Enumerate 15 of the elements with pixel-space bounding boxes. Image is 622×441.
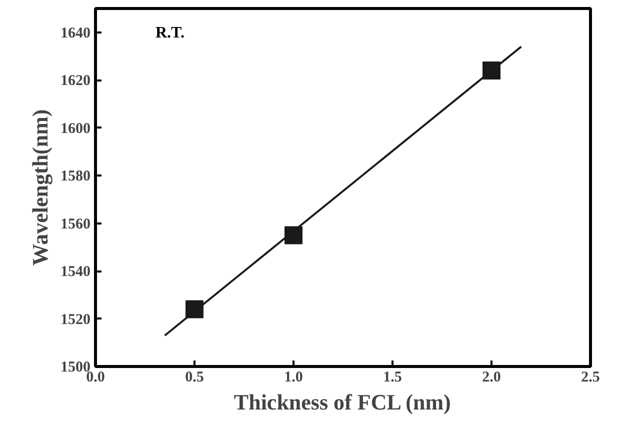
y-tick-label: 1620 bbox=[60, 73, 90, 90]
x-tick-label: 1.5 bbox=[383, 370, 402, 386]
y-tick-label: 1520 bbox=[60, 312, 90, 328]
x-axis-title: Thickness of FCL (nm) bbox=[234, 390, 451, 414]
y-tick-label: 1580 bbox=[60, 168, 90, 185]
y-axis-title: Wavelength(nm) bbox=[28, 109, 52, 266]
text: 1.0 bbox=[284, 370, 303, 386]
y-tick-label: 1560 bbox=[60, 216, 90, 232]
x-tick-label: 2.5 bbox=[581, 370, 600, 386]
y-tick-label: 1640 bbox=[60, 25, 90, 42]
y-tick-label: 1600 bbox=[60, 120, 90, 137]
x-tick-label: 0.5 bbox=[185, 370, 204, 386]
text: 2.0 bbox=[482, 370, 501, 386]
annotation: R.T. bbox=[156, 24, 185, 42]
y-tick-label: 1540 bbox=[60, 264, 90, 280]
